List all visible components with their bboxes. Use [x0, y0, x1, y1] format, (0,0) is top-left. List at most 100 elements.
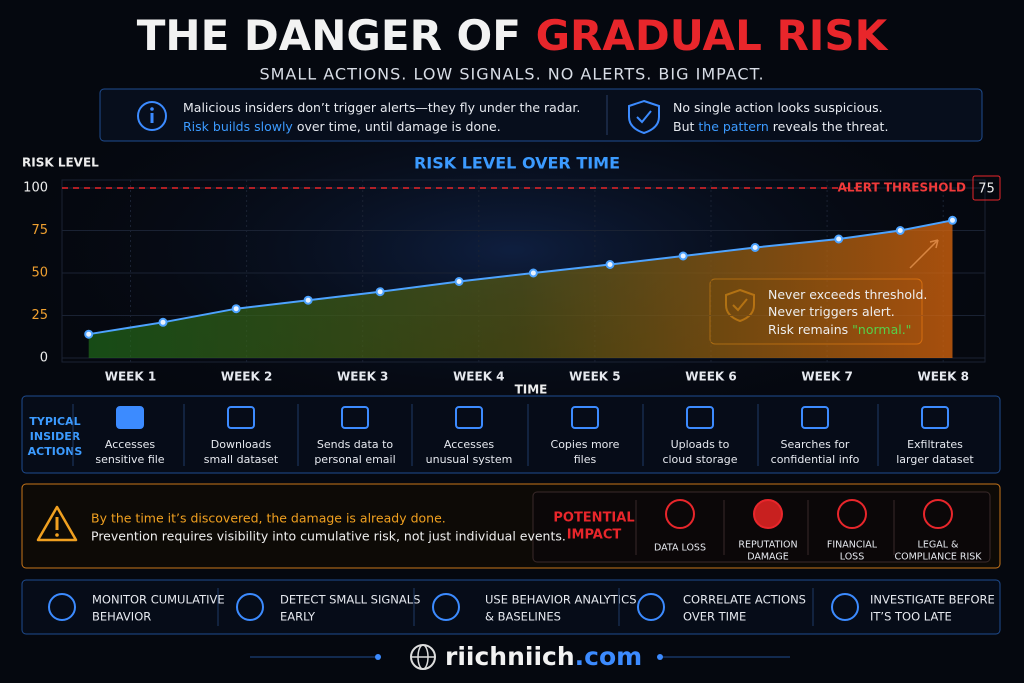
- threshold-label: ALERT THRESHOLD: [838, 181, 966, 195]
- subtitle: SMALL ACTIONS. LOW SIGNALS. NO ALERTS. B…: [259, 65, 764, 84]
- x-tick-label: WEEK 2: [221, 370, 272, 384]
- text-part: the pattern: [698, 119, 768, 134]
- rec-label: BEHAVIOR: [92, 610, 151, 624]
- x-axis-label: TIME: [515, 383, 548, 397]
- impact-label: DATA LOSS: [654, 543, 706, 554]
- point: [834, 234, 844, 244]
- rec-icon: [432, 593, 460, 621]
- impact-icon: [923, 499, 953, 529]
- y-tick-label: 50: [31, 266, 48, 281]
- actions-heading: ACTIONS: [28, 445, 83, 458]
- rec-label: EARLY: [280, 610, 316, 624]
- info-box: [99, 88, 983, 142]
- text-line: Risk builds slowly over time, until dama…: [183, 119, 501, 134]
- text-part: Never exceeds threshold.: [768, 287, 927, 302]
- rec-label: CORRELATE ACTIONS: [683, 593, 806, 607]
- text-part: Malicious insiders don’t trigger alerts—…: [183, 100, 580, 115]
- x-tick-label: WEEK 1: [105, 370, 156, 384]
- impact-icon: [753, 499, 783, 529]
- rec-label: MONITOR CUMULATIVE: [92, 593, 225, 607]
- info-icon: [150, 113, 154, 123]
- rec-label: IT’S TOO LATE: [870, 610, 952, 624]
- point: [528, 268, 538, 278]
- point: [84, 329, 94, 339]
- action-label: confidential info: [771, 453, 860, 466]
- footer-site: riichniich.com: [445, 642, 642, 671]
- action-label: unusual system: [426, 453, 513, 466]
- warning-icon: [55, 533, 59, 537]
- x-tick-label: WEEK 4: [453, 370, 504, 384]
- threshold-box: [972, 175, 1001, 201]
- actions-heading: INSIDER: [30, 430, 81, 443]
- y-tick-label: 0: [40, 351, 48, 366]
- warning-icon: [55, 517, 59, 530]
- action-label: Downloads: [211, 438, 272, 451]
- impact-icon: [837, 499, 867, 529]
- impact-label: DAMAGE: [747, 552, 789, 563]
- rec-icon: [236, 593, 264, 621]
- point: [605, 260, 615, 269]
- impact-label: FINANCIAL: [827, 540, 878, 551]
- x-tick-label: WEEK 7: [801, 370, 852, 384]
- rec-label: USE BEHAVIOR ANALYTICS: [485, 593, 637, 607]
- point: [750, 243, 760, 252]
- text-part: reveals the threat.: [769, 119, 889, 134]
- action-icon: [116, 406, 144, 429]
- point: [375, 287, 385, 297]
- shield-icon: [628, 99, 660, 135]
- impact-label: COMPLIANCE RISK: [894, 552, 982, 563]
- point: [158, 317, 168, 327]
- y-tick-label: 25: [31, 308, 48, 323]
- point: [895, 226, 905, 235]
- actions-box: [21, 395, 1001, 474]
- rec-label: & BASELINES: [485, 610, 561, 624]
- action-label: cloud storage: [662, 453, 737, 466]
- action-label: Copies more: [551, 438, 620, 451]
- text-line: No single action looks suspicious.: [673, 100, 883, 115]
- x-tick-label: WEEK 3: [337, 370, 388, 384]
- actions-heading: TYPICAL: [29, 415, 80, 428]
- title: THE DANGER OF GRADUAL RISK: [137, 11, 889, 60]
- text-line: Risk remains "normal.": [768, 322, 911, 337]
- action-label: small dataset: [204, 453, 279, 466]
- point: [303, 295, 313, 305]
- info-icon: [150, 107, 154, 111]
- rec-label: OVER TIME: [683, 610, 746, 624]
- x-tick-label: WEEK 8: [917, 370, 968, 384]
- text-part: Risk remains: [768, 322, 852, 337]
- warning-text: Prevention requires visibility into cumu…: [91, 529, 566, 544]
- threshold-value: 75: [978, 182, 995, 197]
- point: [678, 251, 688, 261]
- action-icon: [341, 406, 369, 429]
- warning-icon: [36, 505, 78, 542]
- action-label: sensitive file: [95, 453, 164, 466]
- y-tick-label: 100: [23, 181, 48, 196]
- impact-heading: POTENTIAL: [553, 511, 634, 526]
- impact-icon: [665, 499, 695, 529]
- rec-label: INVESTIGATE BEFORE: [870, 593, 995, 607]
- domain: .com: [575, 642, 643, 671]
- site: riichniich: [445, 642, 575, 671]
- text-part: Never triggers alert.: [768, 304, 895, 319]
- plot-frame: [61, 179, 986, 363]
- action-label: files: [574, 453, 597, 466]
- action-icon: [686, 406, 714, 429]
- y-axis-label: RISK LEVEL: [22, 156, 99, 170]
- text-line: Never triggers alert.: [768, 304, 895, 319]
- footer-dot: [375, 654, 381, 660]
- text-part: No single action looks suspicious.: [673, 100, 883, 115]
- impact-label: LEGAL &: [918, 540, 959, 551]
- info-icon: [137, 101, 167, 131]
- shield-icon: [636, 110, 652, 124]
- point: [454, 277, 464, 286]
- x-tick-label: WEEK 6: [685, 370, 736, 384]
- action-icon: [455, 406, 483, 429]
- y-tick-label: 75: [31, 223, 48, 238]
- text-part: Risk builds slowly: [183, 119, 293, 134]
- warning-text: By the time it’s discovered, the damage …: [91, 511, 446, 526]
- text-part: "normal.": [852, 322, 911, 337]
- action-label: Accesses: [444, 438, 494, 451]
- text-line: Never exceeds threshold.: [768, 287, 927, 302]
- impact-label: REPUTATION: [738, 540, 797, 551]
